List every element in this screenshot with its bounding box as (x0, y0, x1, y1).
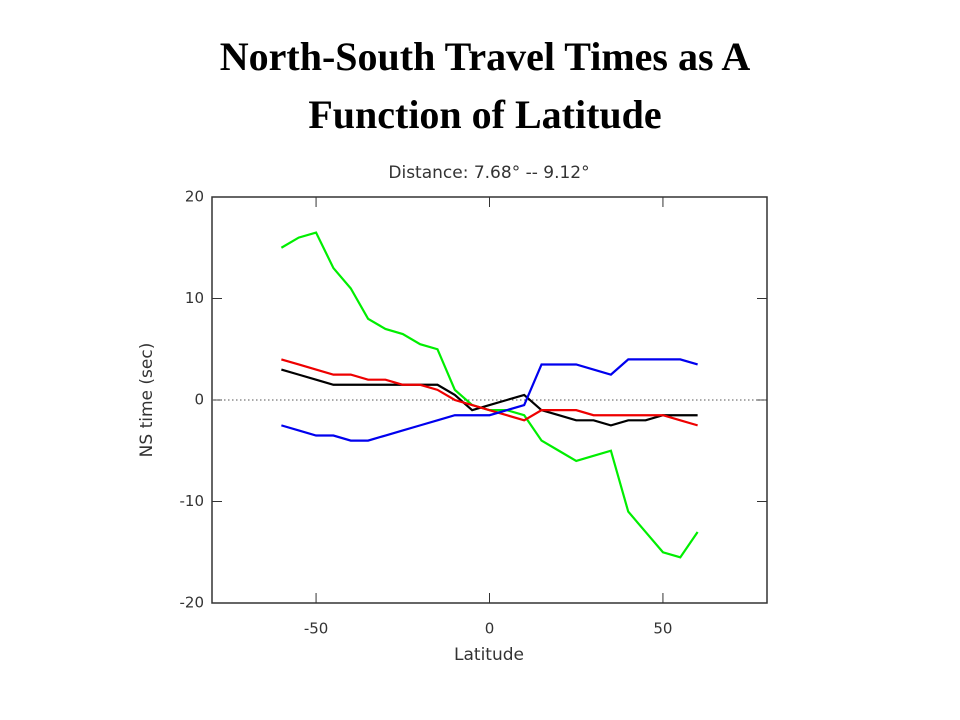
chart-title: Distance: 7.68° -- 9.12° (388, 163, 589, 183)
series-line (281, 368, 698, 427)
y-tick-label: 10 (185, 289, 204, 307)
x-tick-label: 0 (485, 620, 495, 638)
series-line (281, 358, 698, 442)
y-tick-label: -20 (180, 594, 205, 612)
y-axis-label: NS time (sec) (137, 343, 157, 458)
series-line (280, 231, 699, 559)
x-tick-label: 50 (653, 620, 672, 638)
y-tick-label: 20 (185, 188, 204, 206)
y-tick-label: 0 (194, 391, 204, 409)
x-axis-label: Latitude (454, 645, 524, 665)
slide-title: Function of Latitude (308, 92, 661, 137)
slide-title: North-South Travel Times as A (220, 34, 751, 79)
series-line (281, 358, 698, 427)
x-tick-label: -50 (304, 620, 329, 638)
y-tick-label: -10 (180, 492, 205, 510)
